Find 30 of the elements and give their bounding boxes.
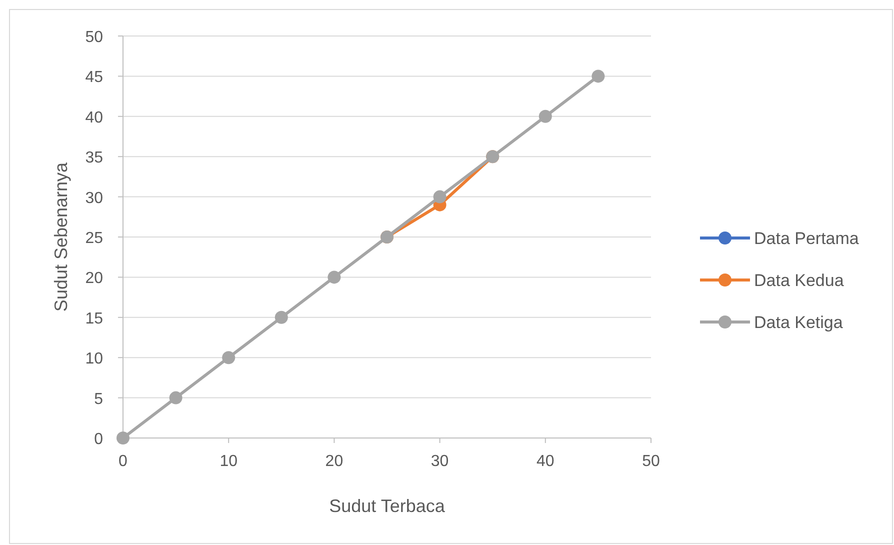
point (169, 391, 182, 404)
y-tick-label: 15 (85, 310, 104, 328)
legend-label: Data Ketiga (754, 313, 844, 332)
y-tick-label: 40 (85, 109, 104, 126)
point (274, 310, 288, 324)
point (222, 351, 236, 364)
x-tick-label: 50 (642, 453, 660, 470)
x-tick-label: 10 (220, 453, 238, 470)
y-tick-label: 0 (94, 431, 104, 448)
legend-label: Data Pertama (754, 229, 860, 248)
point (116, 432, 130, 444)
y-tick-label: 5 (94, 390, 104, 408)
y-axis-title: Sudut Sebenarnya (51, 161, 71, 312)
y-tick-label: 30 (85, 190, 104, 207)
point (433, 190, 446, 204)
y-tick-label: 35 (85, 150, 104, 167)
y-tick-label: 50 (85, 29, 104, 46)
point (592, 70, 605, 83)
y-tick-label: 20 (85, 270, 104, 288)
x-tick-label: 20 (325, 453, 344, 470)
legend-label: Data Kedua (754, 271, 844, 290)
x-axis-title: Sudut Terbaca (329, 496, 446, 516)
y-tick-label: 25 (85, 230, 104, 247)
x-tick-label: 40 (536, 453, 554, 470)
y-tick-label: 45 (85, 69, 104, 86)
point (538, 110, 552, 123)
x-tick-label: 30 (430, 453, 449, 470)
y-tick-label: 10 (85, 350, 104, 368)
x-tick-label: 0 (118, 453, 128, 470)
point (328, 270, 341, 284)
